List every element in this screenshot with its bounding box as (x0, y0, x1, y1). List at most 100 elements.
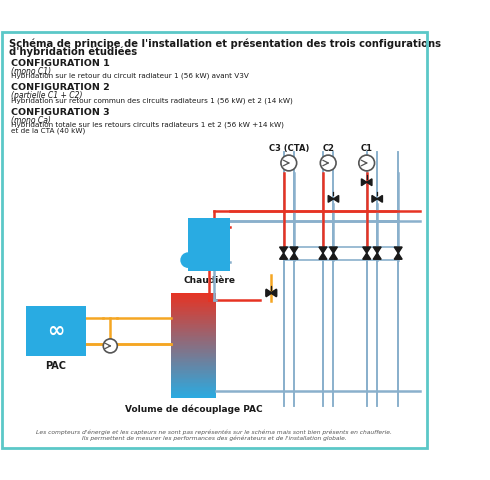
Bar (171, 329, 216, 331)
Text: Hybridation totale sur les retours circuits radiateurs 1 et 2 (56 kW +14 kW): Hybridation totale sur les retours circu… (11, 122, 284, 128)
Text: C3 (CTA): C3 (CTA) (269, 144, 309, 153)
Polygon shape (290, 247, 298, 253)
Bar (171, 342, 216, 344)
Text: et de la CTA (40 kW): et de la CTA (40 kW) (11, 128, 86, 134)
Bar (171, 366, 216, 368)
Bar (171, 347, 216, 348)
Bar (171, 367, 216, 369)
Bar (171, 295, 216, 297)
Bar (26, 306, 86, 356)
Bar (171, 292, 216, 294)
Bar (171, 337, 216, 339)
Bar (171, 378, 216, 380)
Bar (171, 317, 216, 319)
Text: Ils permettent de mesurer les performances des générateurs et de l'installation : Ils permettent de mesurer les performanc… (82, 435, 347, 441)
Bar (171, 369, 216, 371)
Bar (171, 362, 216, 364)
Bar (171, 322, 216, 323)
Polygon shape (280, 253, 288, 259)
Bar (171, 376, 216, 378)
Bar (171, 327, 216, 328)
Polygon shape (362, 179, 367, 186)
Bar (171, 388, 216, 390)
Bar (171, 384, 216, 386)
Bar (171, 341, 216, 343)
Polygon shape (373, 253, 381, 259)
Bar (171, 361, 216, 362)
Bar (171, 350, 216, 352)
Bar (171, 304, 216, 306)
Bar (171, 324, 216, 326)
Circle shape (281, 155, 296, 171)
Bar (171, 345, 216, 347)
Text: CONFIGURATION 2: CONFIGURATION 2 (11, 84, 110, 92)
Bar (171, 381, 216, 382)
Text: C2: C2 (322, 144, 334, 153)
Polygon shape (319, 247, 327, 253)
Polygon shape (363, 247, 370, 253)
Bar (171, 338, 216, 340)
Text: d'hybridation étudiées: d'hybridation étudiées (9, 47, 137, 57)
Bar (171, 335, 216, 336)
Text: C1: C1 (361, 144, 373, 153)
Circle shape (359, 155, 374, 171)
Circle shape (320, 155, 336, 171)
Polygon shape (319, 253, 327, 259)
Bar (171, 354, 216, 356)
Bar (171, 392, 216, 394)
Bar (171, 396, 216, 398)
Polygon shape (328, 195, 333, 202)
Bar (171, 370, 216, 372)
Bar (171, 323, 216, 324)
Bar (171, 386, 216, 387)
Bar (171, 328, 216, 330)
Bar (171, 351, 216, 353)
Bar (171, 344, 216, 346)
Bar (171, 360, 216, 361)
Bar (171, 349, 216, 351)
Bar (171, 303, 216, 305)
Text: (mono C1): (mono C1) (11, 67, 51, 76)
Text: Volume de découplage PAC: Volume de découplage PAC (124, 405, 262, 414)
Bar (171, 365, 216, 366)
Bar (171, 294, 216, 296)
Polygon shape (373, 247, 381, 253)
Bar (171, 313, 216, 315)
Bar (171, 375, 216, 377)
Text: Schéma de principe de l'installation et présentation des trois configurations: Schéma de principe de l'installation et … (9, 39, 441, 49)
Text: Les compteurs d'énergie et les capteurs ne sont pas représentés sur le schéma ma: Les compteurs d'énergie et les capteurs … (36, 429, 392, 434)
Bar (171, 316, 216, 318)
Bar (171, 299, 216, 301)
Polygon shape (280, 247, 288, 253)
Text: Chaudière: Chaudière (183, 276, 235, 285)
Bar (171, 333, 216, 335)
Polygon shape (333, 195, 339, 202)
Bar (171, 306, 216, 307)
Bar (171, 353, 216, 355)
Text: Hybridation sur retour commun des circuits radiateurs 1 (56 kW) et 2 (14 kW): Hybridation sur retour commun des circui… (11, 97, 293, 104)
Bar (171, 363, 216, 365)
Bar (171, 310, 216, 312)
Polygon shape (363, 253, 370, 259)
Text: CONFIGURATION 1: CONFIGURATION 1 (11, 59, 110, 68)
Bar (171, 387, 216, 389)
Bar (171, 382, 216, 384)
Bar (171, 297, 216, 298)
Bar (188, 218, 230, 271)
Text: (mono Ca): (mono Ca) (11, 116, 51, 125)
Bar (171, 311, 216, 312)
Bar (171, 325, 216, 327)
Bar (171, 395, 216, 396)
Bar (171, 356, 216, 357)
Polygon shape (271, 289, 276, 296)
Bar (171, 358, 216, 360)
Circle shape (181, 253, 195, 267)
Polygon shape (372, 195, 377, 202)
Bar (171, 319, 216, 321)
Bar (171, 300, 216, 302)
Bar (171, 336, 216, 337)
Bar (171, 379, 216, 381)
Bar (171, 383, 216, 385)
Bar (171, 357, 216, 359)
Bar (171, 372, 216, 374)
